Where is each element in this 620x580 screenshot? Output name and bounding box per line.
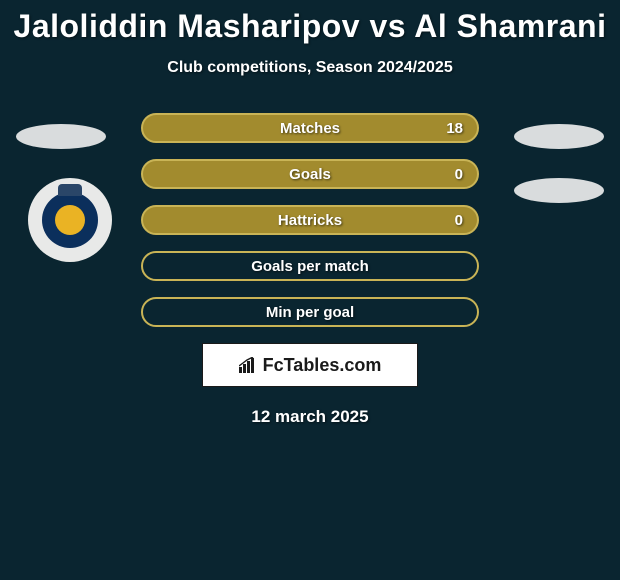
stat-label: Hattricks xyxy=(278,212,342,229)
brand-text: FcTables.com xyxy=(263,355,382,376)
date-label: 12 march 2025 xyxy=(0,407,620,427)
stat-row: Hattricks 0 xyxy=(141,205,479,235)
stat-row: Goals per match xyxy=(141,251,479,281)
stat-value: 0 xyxy=(455,212,463,229)
globe-icon xyxy=(55,205,85,235)
club-badge-inner xyxy=(42,192,98,248)
player-badge-left-placeholder xyxy=(16,124,106,149)
stat-value: 0 xyxy=(455,166,463,183)
player-badge-right-placeholder-2 xyxy=(514,178,604,203)
brand-label: FcTables.com xyxy=(239,355,382,376)
stat-label: Matches xyxy=(280,120,340,137)
stat-value: 18 xyxy=(446,120,463,137)
stat-label: Goals xyxy=(289,166,331,183)
stat-label: Min per goal xyxy=(266,304,354,321)
stat-row: Matches 18 xyxy=(141,113,479,143)
chart-icon xyxy=(239,357,259,373)
subtitle: Club competitions, Season 2024/2025 xyxy=(0,59,620,77)
stat-label: Goals per match xyxy=(251,258,369,275)
page-title: Jaloliddin Masharipov vs Al Shamrani xyxy=(0,8,620,45)
crown-icon xyxy=(58,184,82,196)
stat-row: Goals 0 xyxy=(141,159,479,189)
player-badge-right-placeholder xyxy=(514,124,604,149)
brand-box[interactable]: FcTables.com xyxy=(202,343,418,387)
stat-row: Min per goal xyxy=(141,297,479,327)
club-badge xyxy=(28,178,112,262)
